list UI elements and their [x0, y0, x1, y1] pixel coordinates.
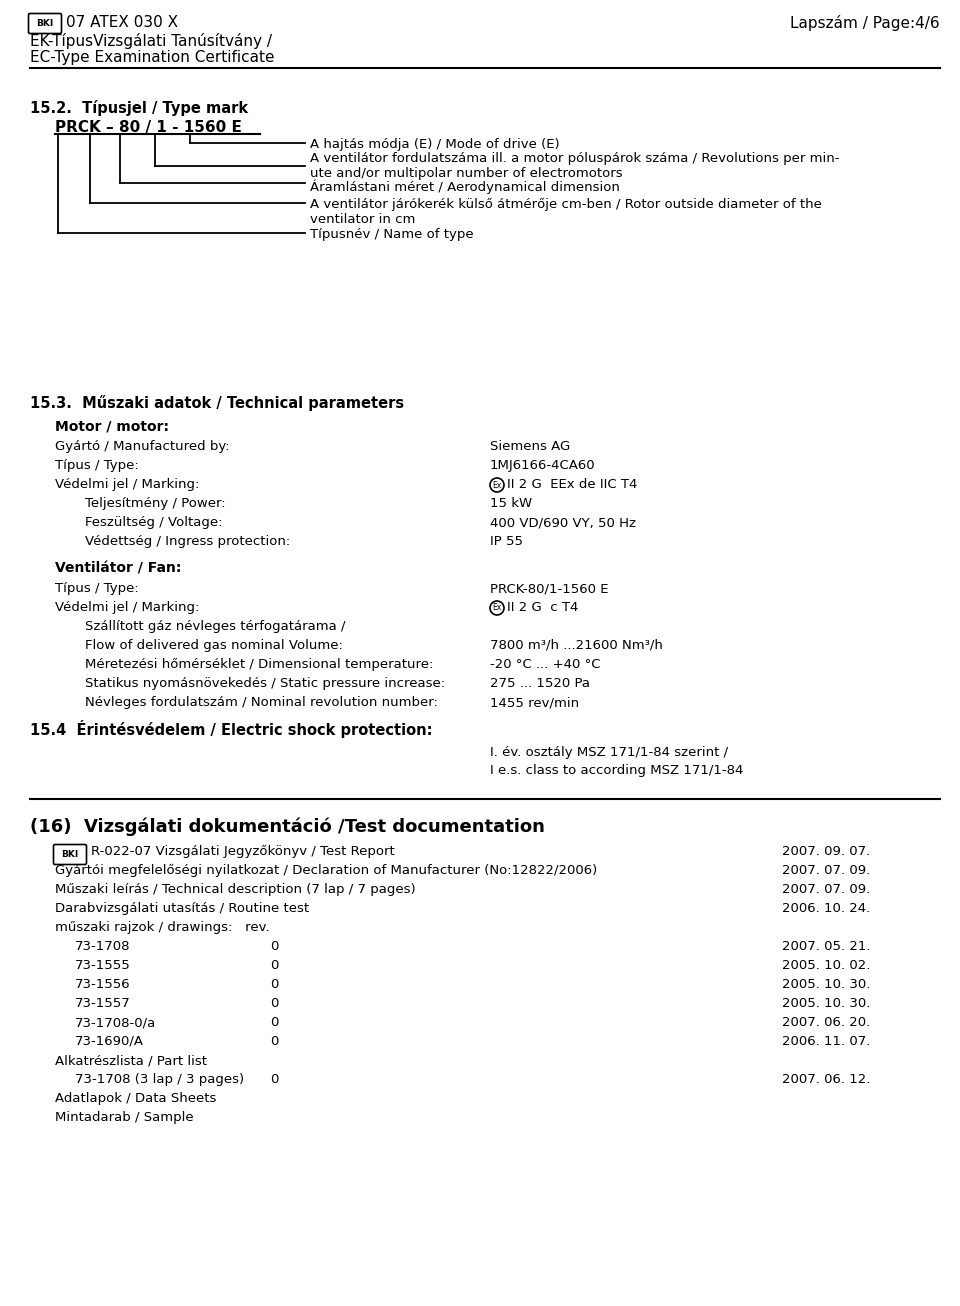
Text: 275 ... 1520 Pa: 275 ... 1520 Pa: [490, 677, 590, 690]
Text: II 2 G  c T4: II 2 G c T4: [507, 601, 578, 614]
Text: I. év. osztály MSZ 171/1-84 szerint /: I. év. osztály MSZ 171/1-84 szerint /: [490, 746, 728, 759]
Text: Alkatrészlista / Part list: Alkatrészlista / Part list: [55, 1054, 207, 1067]
Text: 73-1555: 73-1555: [75, 959, 131, 972]
Text: 0: 0: [270, 996, 278, 1010]
Text: 0: 0: [270, 978, 278, 991]
Text: EC-Type Examination Certificate: EC-Type Examination Certificate: [30, 50, 275, 65]
Text: Védelmi jel / Marking:: Védelmi jel / Marking:: [55, 601, 200, 614]
Text: IP 55: IP 55: [490, 535, 523, 549]
Text: 07 ATEX 030 X: 07 ATEX 030 X: [66, 14, 179, 30]
Text: Adatlapok / Data Sheets: Adatlapok / Data Sheets: [55, 1092, 216, 1105]
Text: 73-1708 (3 lap / 3 pages): 73-1708 (3 lap / 3 pages): [75, 1074, 244, 1087]
Text: BKI: BKI: [36, 20, 54, 27]
Text: 2005. 10. 30.: 2005. 10. 30.: [781, 996, 870, 1010]
Text: 73-1708-0/a: 73-1708-0/a: [75, 1016, 156, 1029]
Text: Statikus nyomásnövekedés / Static pressure increase:: Statikus nyomásnövekedés / Static pressu…: [85, 677, 445, 690]
Text: I e.s. class to according MSZ 171/1-84: I e.s. class to according MSZ 171/1-84: [490, 764, 743, 777]
Text: műszaki rajzok / drawings:   rev.: műszaki rajzok / drawings: rev.: [55, 921, 270, 934]
Text: 2007. 07. 09.: 2007. 07. 09.: [781, 883, 870, 896]
Text: 2007. 06. 20.: 2007. 06. 20.: [781, 1016, 870, 1029]
Text: 0: 0: [270, 959, 278, 972]
Text: Mintadarab / Sample: Mintadarab / Sample: [55, 1111, 194, 1124]
Text: Műszaki leírás / Technical description (7 lap / 7 pages): Műszaki leírás / Technical description (…: [55, 883, 416, 896]
Text: Motor / motor:: Motor / motor:: [55, 421, 169, 434]
Text: Típusnév / Name of type: Típusnév / Name of type: [310, 229, 473, 242]
Text: 15.2.  Típusjel / Type mark: 15.2. Típusjel / Type mark: [30, 101, 248, 116]
Text: 2005. 10. 02.: 2005. 10. 02.: [781, 959, 870, 972]
Text: 15.3.  Műszaki adatok / Technical parameters: 15.3. Műszaki adatok / Technical paramet…: [30, 394, 404, 411]
Text: Ex: Ex: [492, 481, 502, 490]
Text: A ventilátor járókerék külső átmérője cm-ben / Rotor outside diameter of the
ven: A ventilátor járókerék külső átmérője cm…: [310, 199, 822, 226]
Text: (16)  Vizsgálati dokumentáció /Test documentation: (16) Vizsgálati dokumentáció /Test docum…: [30, 818, 545, 836]
Text: 2007. 09. 07.: 2007. 09. 07.: [781, 845, 870, 858]
Text: 73-1690/A: 73-1690/A: [75, 1034, 144, 1047]
Text: PRCK – 80 / 1 - 1560 E: PRCK – 80 / 1 - 1560 E: [55, 120, 242, 135]
Text: 2007. 05. 21.: 2007. 05. 21.: [781, 940, 870, 953]
Text: Feszültség / Voltage:: Feszültség / Voltage:: [85, 516, 223, 529]
Text: Flow of delivered gas nominal Volume:: Flow of delivered gas nominal Volume:: [85, 639, 343, 652]
Text: 15 kW: 15 kW: [490, 498, 532, 511]
Text: 15.4  Érintésvédelem / Electric shock protection:: 15.4 Érintésvédelem / Electric shock pro…: [30, 720, 433, 738]
Text: 400 VD/690 VY, 50 Hz: 400 VD/690 VY, 50 Hz: [490, 516, 636, 529]
Text: -20 °C ... +40 °C: -20 °C ... +40 °C: [490, 658, 601, 671]
Text: Típus / Type:: Típus / Type:: [55, 458, 139, 471]
Text: Védettség / Ingress protection:: Védettség / Ingress protection:: [85, 535, 290, 549]
Text: 0: 0: [270, 1034, 278, 1047]
Text: Darabvizsgálati utasítás / Routine test: Darabvizsgálati utasítás / Routine test: [55, 902, 309, 916]
Text: 2006. 11. 07.: 2006. 11. 07.: [781, 1034, 870, 1047]
Text: 2005. 10. 30.: 2005. 10. 30.: [781, 978, 870, 991]
Text: Lapszám / Page:4/6: Lapszám / Page:4/6: [790, 14, 940, 31]
Text: 73-1708: 73-1708: [75, 940, 131, 953]
Text: Névleges fordulatszám / Nominal revolution number:: Névleges fordulatszám / Nominal revoluti…: [85, 696, 438, 709]
FancyBboxPatch shape: [29, 13, 61, 34]
Text: Méretezési hőmérséklet / Dimensional temperature:: Méretezési hőmérséklet / Dimensional tem…: [85, 658, 433, 671]
Text: R-022-07 Vizsgálati Jegyzőkönyv / Test Report: R-022-07 Vizsgálati Jegyzőkönyv / Test R…: [91, 845, 395, 858]
Text: EK-TípusVizsgálati Tanúsítvány /: EK-TípusVizsgálati Tanúsítvány /: [30, 33, 272, 50]
Text: A hajtás módja (E) / Mode of drive (E): A hajtás módja (E) / Mode of drive (E): [310, 138, 560, 151]
Text: PRCK-80/1-1560 E: PRCK-80/1-1560 E: [490, 582, 609, 596]
Text: BKI: BKI: [61, 850, 79, 859]
Text: Gyártói megfelelőségi nyilatkozat / Declaration of Manufacturer (No:12822/2006): Gyártói megfelelőségi nyilatkozat / Decl…: [55, 865, 597, 878]
Text: Ex: Ex: [492, 603, 502, 613]
Text: 7800 m³/h ...21600 Nm³/h: 7800 m³/h ...21600 Nm³/h: [490, 639, 662, 652]
Text: Ventilátor / Fan:: Ventilátor / Fan:: [55, 562, 181, 576]
Text: Áramlástani méret / Aerodynamical dimension: Áramlástani méret / Aerodynamical dimens…: [310, 180, 620, 195]
Text: Teljesítmény / Power:: Teljesítmény / Power:: [85, 498, 226, 511]
Text: Típus / Type:: Típus / Type:: [55, 582, 139, 596]
Text: 1455 rev/min: 1455 rev/min: [490, 696, 579, 709]
Text: 2007. 06. 12.: 2007. 06. 12.: [781, 1074, 870, 1087]
Text: 2007. 07. 09.: 2007. 07. 09.: [781, 865, 870, 878]
Text: Gyártó / Manufactured by:: Gyártó / Manufactured by:: [55, 440, 229, 453]
Text: 0: 0: [270, 940, 278, 953]
Text: 0: 0: [270, 1074, 278, 1087]
FancyBboxPatch shape: [54, 845, 86, 865]
Text: 1MJ6166-4CA60: 1MJ6166-4CA60: [490, 458, 595, 471]
Text: Védelmi jel / Marking:: Védelmi jel / Marking:: [55, 478, 200, 491]
Text: A ventilátor fordulatszáma ill. a motor póluspárok száma / Revolutions per min-
: A ventilátor fordulatszáma ill. a motor …: [310, 151, 839, 180]
Text: 2006. 10. 24.: 2006. 10. 24.: [781, 902, 870, 916]
Text: 73-1556: 73-1556: [75, 978, 131, 991]
Text: Siemens AG: Siemens AG: [490, 440, 570, 453]
Text: 73-1557: 73-1557: [75, 996, 131, 1010]
Text: 0: 0: [270, 1016, 278, 1029]
Text: II 2 G  EEx de IIC T4: II 2 G EEx de IIC T4: [507, 478, 637, 491]
Text: Szállított gáz névleges térfogatárama /: Szállított gáz névleges térfogatárama /: [85, 620, 346, 633]
